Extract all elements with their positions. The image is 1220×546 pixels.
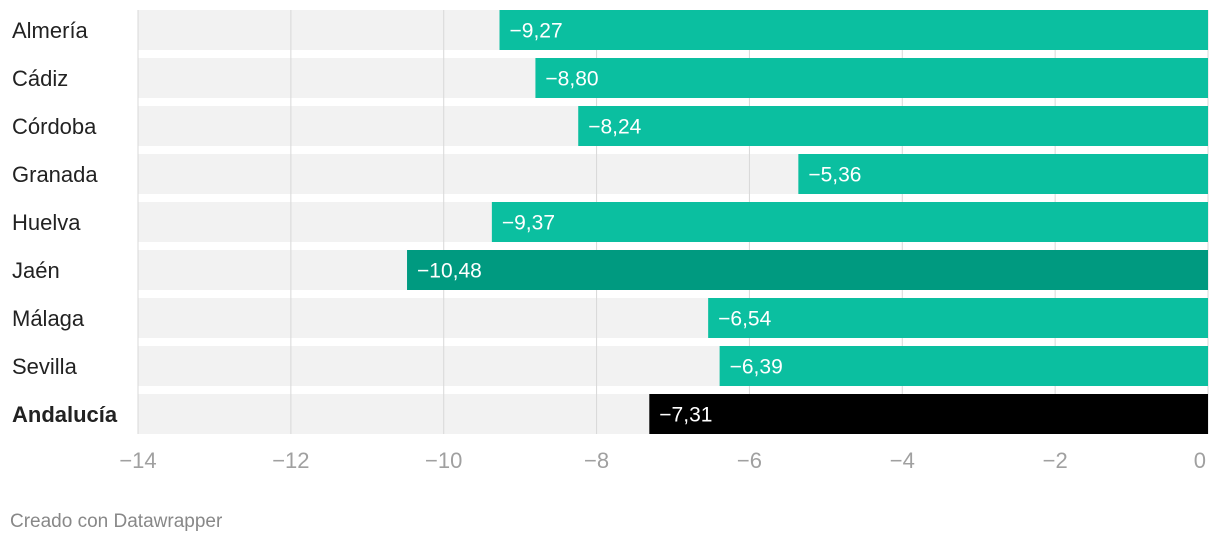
value-label: −9,37: [502, 212, 555, 235]
value-label: −8,24: [588, 116, 641, 139]
category-label: Granada: [12, 162, 98, 187]
bar: [499, 10, 1208, 50]
bar: [719, 346, 1208, 386]
credit-text: Creado con Datawrapper: [10, 511, 223, 532]
x-tick-label: −14: [119, 448, 156, 473]
x-tick-label: −2: [1043, 448, 1068, 473]
bar: [491, 202, 1209, 242]
x-tick-label: −12: [272, 448, 309, 473]
value-label: −8,80: [545, 68, 598, 91]
category-label: Huelva: [12, 210, 81, 235]
bar: [407, 250, 1208, 290]
category-label: Andalucía: [12, 402, 118, 427]
value-label: −10,48: [417, 260, 482, 283]
bar: [649, 394, 1208, 434]
value-label: −7,31: [659, 404, 712, 427]
bar: [578, 106, 1208, 146]
category-label: Córdoba: [12, 114, 97, 139]
value-label: −6,54: [718, 308, 771, 331]
x-tick-label: −8: [584, 448, 609, 473]
category-label: Málaga: [12, 306, 85, 331]
x-tick-label: 0: [1194, 448, 1206, 473]
value-label: −6,39: [730, 356, 783, 379]
category-label: Jaén: [12, 258, 60, 283]
bar: [798, 154, 1208, 194]
bar: [708, 298, 1208, 338]
category-label: Almería: [12, 18, 89, 43]
bar: [535, 58, 1208, 98]
x-tick-label: −10: [425, 448, 462, 473]
x-tick-label: −6: [737, 448, 762, 473]
value-label: −9,27: [510, 20, 563, 43]
value-label: −5,36: [808, 164, 861, 187]
category-label: Cádiz: [12, 66, 68, 91]
category-label: Sevilla: [12, 354, 78, 379]
x-axis: −14 −12 −10 −8 −6 −4 −2 0: [119, 448, 1206, 473]
x-tick-label: −4: [890, 448, 915, 473]
bars: −9,27 Almería −8,80 Cádiz −8,24 Córdoba −5,36 G…: [12, 10, 1209, 434]
